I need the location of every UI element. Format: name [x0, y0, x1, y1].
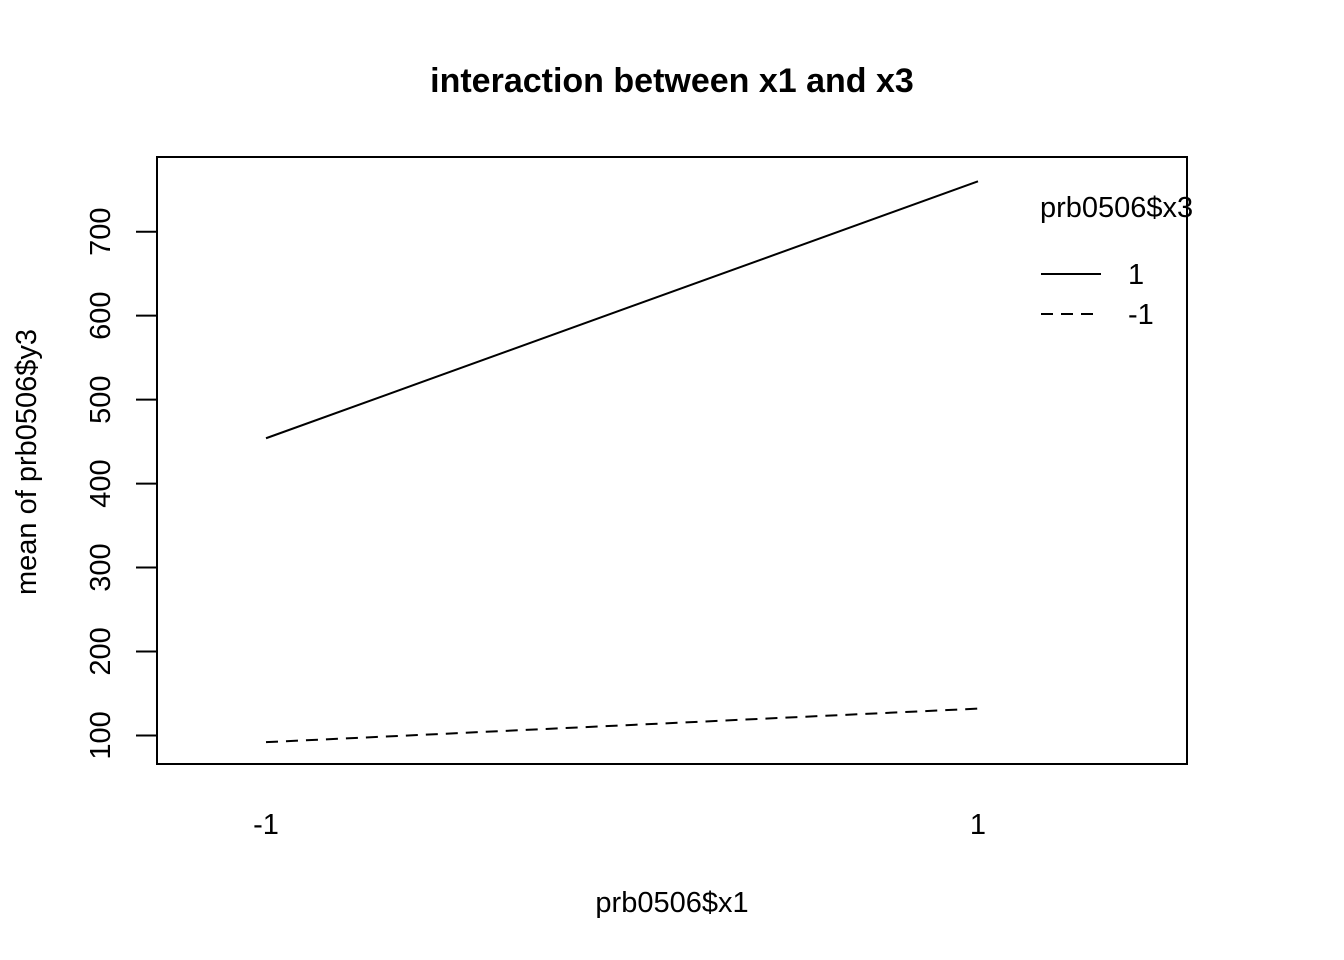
legend-label: -1: [1128, 299, 1154, 331]
legend-label: 1: [1128, 259, 1144, 291]
series-line-x3-pos1: [265, 180, 979, 440]
y-axis-label: mean of prb0506$y3: [11, 329, 43, 595]
y-tick-label: 400: [85, 459, 117, 507]
legend: prb0506$x3 1-1: [1040, 192, 1193, 331]
x-axis: -1 1: [253, 809, 986, 841]
plot-frame: [156, 156, 1188, 765]
x-axis-label: prb0506$x1: [595, 887, 748, 919]
y-tick-label: 100: [85, 711, 117, 759]
x-tick-label: 1: [970, 809, 986, 841]
legend-title: prb0506$x3: [1040, 192, 1193, 224]
y-tick-label: 200: [85, 627, 117, 675]
series-line-x3-neg1: [265, 707, 979, 744]
x-tick-label: -1: [253, 809, 279, 841]
chart-title: interaction between x1 and x3: [430, 62, 914, 100]
y-axis: 100 200 300 400 500 600 700: [85, 208, 158, 760]
y-tick-label: 500: [85, 375, 117, 423]
y-tick-label: 300: [85, 543, 117, 591]
y-tick-label: 700: [85, 208, 117, 256]
y-tick-label: 600: [85, 291, 117, 339]
series-layer: [265, 180, 979, 744]
legend-entries: 1-1: [1041, 259, 1154, 331]
